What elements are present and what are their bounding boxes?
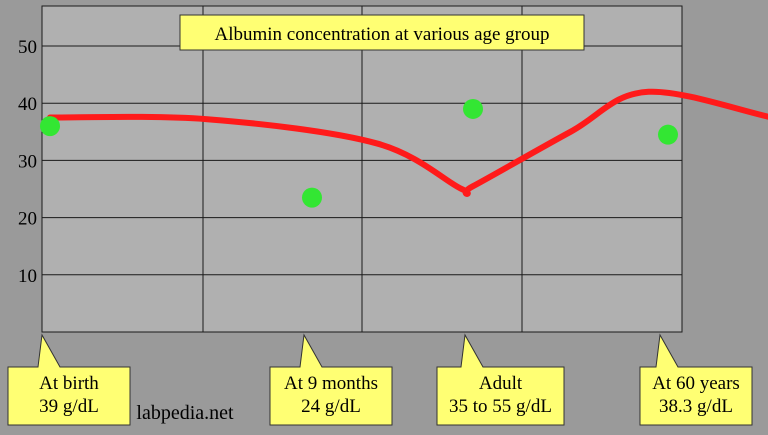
y-tick-label-20: 20: [18, 209, 37, 230]
callout-box-2: [269, 333, 393, 426]
y-tick-label-30: 30: [18, 151, 37, 172]
callout-2-line-1: At 9 months: [284, 373, 378, 394]
callout-1-line-2: 39 g/dL: [39, 396, 99, 417]
callout-box-4: [639, 333, 753, 426]
callout-box-3: [436, 333, 565, 426]
data-point-4: [658, 124, 678, 145]
callout-1-line-1: At birth: [39, 373, 99, 394]
chart-title: Albumin concentration at various age gro…: [214, 24, 549, 45]
series-curve: [47, 88, 768, 197]
watermark: labpedia.net: [136, 402, 234, 424]
callout-3-line-1: Adult: [479, 373, 523, 394]
chart-title-box: Albumin concentration at various age gro…: [179, 14, 585, 51]
data-point-2: [302, 187, 322, 208]
callout-4-line-2: 38.3 g/dL: [659, 396, 733, 417]
chart-title-box-frame: [179, 14, 585, 51]
y-tick-label-10: 10: [18, 266, 37, 287]
data-point-1: [40, 116, 60, 137]
callout-box-1: [7, 333, 131, 426]
callout-3-line-2: 35 to 55 g/dL: [449, 396, 552, 417]
y-tick-labels: 10 20 30 40 50: [18, 37, 37, 287]
callout-2-line-2: 24 g/dL: [301, 396, 361, 417]
callout-4-line-1: At 60 years: [652, 373, 740, 394]
data-point-3: [463, 98, 483, 119]
data-points: [40, 98, 678, 208]
y-tick-label-40: 40: [18, 94, 37, 115]
y-tick-label-50: 50: [18, 37, 37, 58]
